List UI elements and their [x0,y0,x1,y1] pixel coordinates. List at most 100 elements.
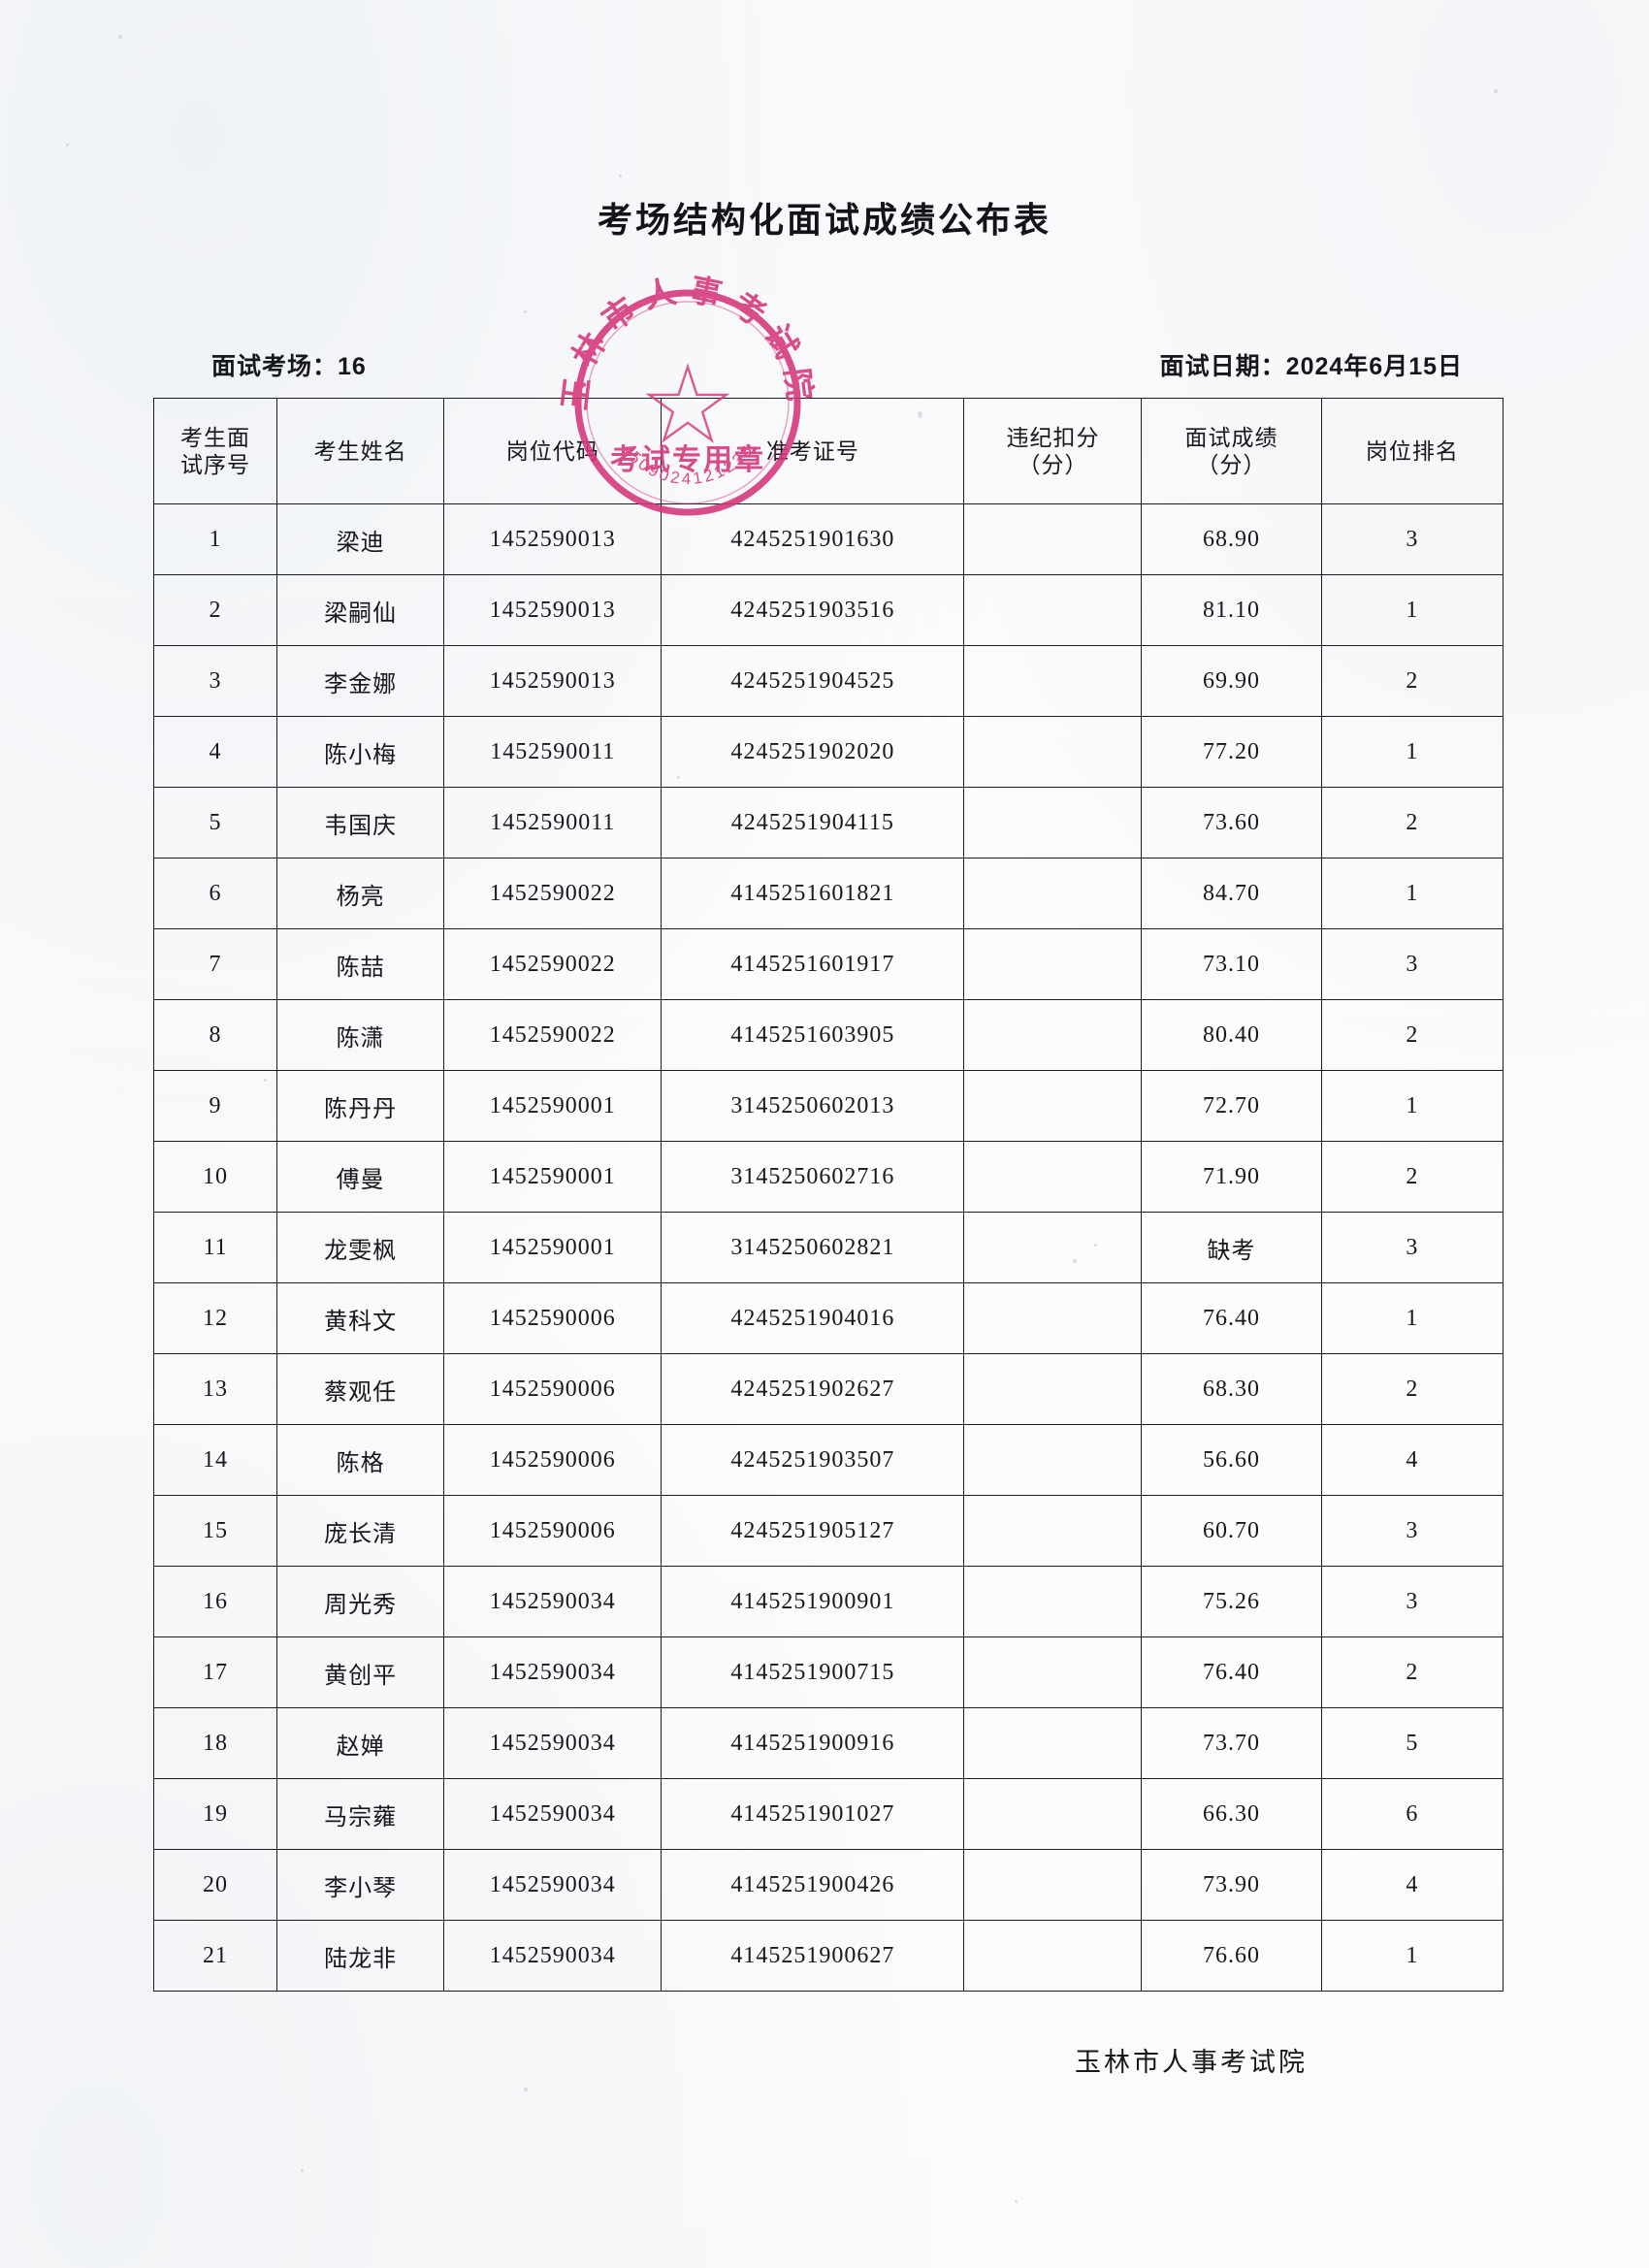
cell-post-code: 1452590006 [443,1353,663,1425]
cell-sequence: 20 [152,1849,278,1921]
cell-ticket-number: 4145251900627 [661,1920,965,1992]
cell-sequence: 18 [152,1707,278,1779]
cell-foul-deduction [963,787,1143,859]
cell-post-rank: 6 [1320,1778,1504,1850]
cell-candidate-name: 陈喆 [276,928,445,1000]
cell-foul-deduction [963,716,1143,788]
cell-candidate-name: 马宗蕹 [276,1778,445,1850]
cell-ticket-number: 4245251902020 [661,716,965,788]
cell-sequence: 3 [152,645,278,717]
cell-candidate-name: 黄科文 [276,1282,445,1354]
table-row: 14 陈格 1452590006 4245251903507 56.60 4 [152,1424,1504,1496]
cell-ticket-number: 3145250602013 [661,1070,965,1142]
scan-speck [524,310,527,313]
cell-post-code: 1452590034 [443,1566,663,1637]
cell-post-code: 1452590011 [443,716,663,788]
cell-post-rank: 2 [1320,999,1504,1071]
cell-foul-deduction [963,1566,1143,1637]
cell-interview-score: 80.40 [1141,999,1322,1071]
cell-candidate-name: 陈小梅 [276,716,445,788]
cell-sequence: 9 [152,1070,278,1142]
scan-speck [301,2169,304,2172]
cell-interview-score: 68.90 [1141,503,1322,575]
cell-interview-score: 缺考 [1141,1212,1322,1283]
header-foul-line2: （分） [1018,452,1088,477]
scan-speck [66,144,69,146]
cell-candidate-name: 庞长清 [276,1495,445,1567]
table-row: 9 陈丹丹 1452590001 3145250602013 72.70 1 [152,1070,1504,1142]
scan-speck [1494,89,1498,93]
cell-ticket-number: 3145250602716 [661,1141,965,1213]
cell-post-code: 1452590034 [443,1778,663,1850]
table-row: 12 黄科文 1452590006 4245251904016 76.40 1 [152,1282,1504,1354]
cell-ticket-number: 4145251901027 [661,1778,965,1850]
cell-ticket-number: 4245251904525 [661,645,965,717]
cell-interview-score: 73.90 [1141,1849,1322,1921]
header-foul-line1: 违纪扣分 [1006,424,1100,450]
cell-foul-deduction [963,858,1143,929]
table-row: 15 庞长清 1452590006 4245251905127 60.70 3 [152,1495,1504,1567]
header-score-line2: （分） [1196,452,1267,477]
cell-ticket-number: 4245251903516 [661,574,965,646]
table-row: 16 周光秀 1452590034 4145251900901 75.26 3 [152,1566,1504,1637]
cell-interview-score: 81.10 [1141,574,1322,646]
table-row: 20 李小琴 1452590034 4145251900426 73.90 4 [152,1849,1504,1921]
cell-interview-score: 56.60 [1141,1424,1322,1496]
page-title: 考场结构化面试成绩公布表 [597,200,1051,240]
cell-foul-deduction [963,1495,1143,1567]
cell-sequence: 5 [152,787,278,859]
cell-post-rank: 2 [1320,1636,1504,1708]
cell-ticket-number: 3145250602821 [661,1212,965,1283]
cell-interview-score: 76.40 [1141,1282,1322,1354]
cell-post-code: 1452590001 [443,1212,663,1283]
cell-candidate-name: 梁嗣仙 [276,574,445,646]
header-post-code: 岗位代码 [443,398,663,504]
cell-post-code: 1452590001 [443,1141,663,1213]
cell-foul-deduction [963,645,1143,717]
cell-ticket-number: 4145251900715 [661,1636,965,1708]
table-row: 4 陈小梅 1452590011 4245251902020 77.20 1 [152,716,1504,788]
cell-candidate-name: 周光秀 [276,1566,445,1637]
cell-sequence: 2 [152,574,278,646]
cell-sequence: 15 [152,1495,278,1567]
cell-interview-score: 77.20 [1141,716,1322,788]
cell-foul-deduction [963,1353,1143,1425]
cell-post-code: 1452590013 [443,574,663,646]
cell-foul-deduction [963,1070,1143,1142]
cell-post-rank: 3 [1320,503,1504,575]
cell-interview-score: 69.90 [1141,645,1322,717]
cell-foul-deduction [963,503,1143,575]
cell-post-rank: 3 [1320,1212,1504,1283]
cell-interview-score: 73.10 [1141,928,1322,1000]
table-row: 5 韦国庆 1452590011 4245251904115 73.60 2 [152,787,1504,859]
cell-post-rank: 3 [1320,1566,1504,1637]
cell-interview-score: 72.70 [1141,1070,1322,1142]
cell-sequence: 12 [152,1282,278,1354]
cell-post-rank: 5 [1320,1707,1504,1779]
cell-sequence: 17 [152,1636,278,1708]
cell-candidate-name: 龙雯枫 [276,1212,445,1283]
header-post-rank: 岗位排名 [1320,398,1504,504]
cell-post-rank: 1 [1320,1920,1504,1992]
cell-candidate-name: 陈丹丹 [276,1070,445,1142]
table-header-row: 考生面 试序号 考生姓名 岗位代码 准考证号 违纪扣分 （分） 面试成绩 （分）… [152,398,1504,504]
cell-post-rank: 2 [1320,1353,1504,1425]
cell-foul-deduction [963,928,1143,1000]
grades-table-body: 1 梁迪 1452590013 4245251901630 68.90 3 2 梁嗣仙 1452… [152,503,1504,1992]
cell-ticket-number: 4245251902627 [661,1353,965,1425]
cell-interview-score: 76.40 [1141,1636,1322,1708]
cell-candidate-name: 李小琴 [276,1849,445,1921]
header-foul-deduction: 违纪扣分 （分） [963,398,1143,504]
cell-interview-score: 66.30 [1141,1778,1322,1850]
cell-sequence: 21 [152,1920,278,1992]
cell-candidate-name: 梁迪 [276,503,445,575]
scan-speck [619,175,622,178]
cell-post-rank: 1 [1320,1070,1504,1142]
cell-sequence: 11 [152,1212,278,1283]
scan-speck [1015,2200,1018,2203]
cell-foul-deduction [963,1141,1143,1213]
header-ticket-number: 准考证号 [661,398,965,504]
cell-post-rank: 2 [1320,645,1504,717]
table-row: 13 蔡观任 1452590006 4245251902627 68.30 2 [152,1353,1504,1425]
table-row: 2 梁嗣仙 1452590013 4245251903516 81.10 1 [152,574,1504,646]
